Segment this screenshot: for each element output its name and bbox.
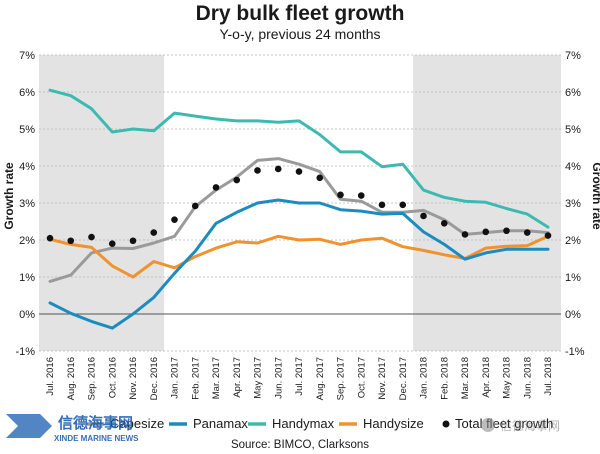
total-fleet-growth-point [337, 191, 344, 199]
legend: Capesize Panamax Handymax Handysize Total fl… [86, 416, 553, 431]
x-tick-label: Mar. 2018 [460, 357, 471, 399]
x-tick-label: Jun. 2017 [273, 357, 284, 399]
x-tick-label: Apr. 2017 [232, 357, 243, 398]
y-tick-label-right: 3% [565, 198, 581, 210]
wechat-icon [481, 418, 495, 432]
total-fleet-growth-point [108, 240, 116, 247]
x-tick-label: Sep. 2016 [87, 357, 98, 400]
total-fleet-growth-point [316, 174, 324, 182]
logo-chinese-text: 信德海事网 [58, 414, 133, 432]
series-line-panamax [48, 198, 550, 330]
y-tick-label-left: 7% [19, 50, 35, 62]
total-fleet-growth-point [46, 234, 54, 242]
legend-marker-dot [442, 420, 450, 428]
total-fleet-growth-point [233, 176, 241, 184]
y-tick-label-right: 4% [565, 161, 581, 173]
y-axis-label-right: Growth rate [590, 162, 600, 230]
x-tick-label: Sep. 2017 [336, 357, 347, 400]
x-tick-label: Dec. 2017 [398, 357, 409, 400]
total-fleet-growth-point [482, 228, 490, 236]
total-fleet-growth-point [461, 231, 469, 238]
x-tick-label: Apr. 2018 [481, 357, 492, 398]
total-fleet-growth-point [357, 192, 365, 199]
legend-label: Capesize [110, 416, 164, 431]
logo-english-text: XINDE MARINE NEWS [54, 434, 139, 443]
total-fleet-growth-point [420, 212, 427, 220]
total-fleet-growth-point [295, 168, 303, 175]
x-tick-label: Mar. 2017 [211, 357, 222, 399]
logo-mark-icon [6, 414, 52, 438]
y-tick-label-right: 7% [565, 50, 581, 62]
x-tick-label: Aug. 2017 [315, 357, 326, 400]
y-tick-label-left: 2% [19, 235, 35, 247]
legend-label: Handymax [272, 416, 335, 431]
chart-title: Dry bulk fleet growth [196, 2, 405, 25]
total-fleet-growth-point [150, 229, 158, 236]
x-tick-label: Aug. 2016 [66, 357, 77, 400]
series-line-handymax [48, 88, 550, 229]
total-fleet-growth-point [67, 237, 75, 245]
y-tick-label-right: 2% [565, 235, 581, 247]
x-tick-label: May 2018 [502, 357, 513, 399]
x-tick-label: Dec. 2016 [149, 357, 160, 400]
y-tick-label-left: 3% [19, 198, 35, 210]
y-tick-label-left: 0% [19, 309, 35, 321]
y-tick-label-right: 5% [565, 124, 581, 136]
total-fleet-growth-point [129, 237, 137, 245]
total-fleet-growth-point [503, 227, 510, 235]
y-axis-label-left: Growth rate [2, 162, 16, 230]
y-tick-label-right: -1% [565, 346, 585, 358]
x-tick-label: Jul. 2018 [543, 357, 554, 396]
legend-label: Handysize [363, 416, 424, 431]
source-note: Source: BIMCO, Clarksons [231, 439, 369, 451]
y-tick-label-right: 0% [565, 309, 581, 321]
y-tick-label-right: 6% [565, 87, 581, 99]
total-fleet-growth-point [212, 184, 220, 191]
x-tick-label: Jul. 2016 [45, 357, 56, 396]
wechat-account-text: 信德海事网 [500, 418, 560, 433]
y-axis-ticks: -1% -1% 0% 0% 1% 1% 2% 2% 3% 3% 4% 4% 5% 5% 6% 6% 7% 7% [15, 50, 584, 358]
legend-label: Panamax [193, 416, 248, 431]
x-axis-ticks: Jul. 2016 Aug. 2016 Sep. 2016 Oct. 2016 Nov.… [45, 357, 554, 400]
y-tick-label-left: -1% [15, 346, 35, 358]
total-fleet-growth-point [378, 201, 386, 209]
total-fleet-growth-point [88, 233, 95, 241]
x-tick-label: May 2017 [253, 357, 264, 399]
y-tick-label-left: 6% [19, 87, 35, 99]
total-fleet-growth-point [399, 201, 407, 209]
y-tick-label-left: 1% [19, 272, 35, 284]
x-tick-label: Jun. 2018 [522, 357, 533, 399]
x-tick-label: Jul. 2017 [294, 357, 305, 396]
total-fleet-growth-point [523, 229, 531, 236]
y-tick-label-left: 4% [19, 161, 35, 173]
total-fleet-growth-point [191, 202, 199, 210]
series-lines [48, 88, 550, 330]
y-tick-label-right: 1% [565, 272, 581, 284]
wechat-watermark: 信德海事网 [481, 418, 560, 433]
total-fleet-growth-point [254, 167, 261, 174]
x-tick-label: Feb. 2018 [439, 357, 450, 400]
total-fleet-growth-point [274, 165, 282, 173]
xinde-logo-watermark: 信德海事网 XINDE MARINE NEWS [6, 414, 139, 443]
chart-subtitle: Y-o-y, previous 24 months [219, 26, 380, 42]
x-tick-label: Jan. 2018 [419, 357, 430, 399]
total-fleet-growth-point [440, 220, 448, 227]
x-tick-label: Oct. 2017 [356, 357, 367, 398]
x-tick-label: Oct. 2016 [107, 357, 118, 398]
x-tick-label: Feb. 2017 [190, 357, 201, 400]
y-tick-label-left: 5% [19, 124, 35, 136]
total-fleet-growth-point [544, 232, 552, 239]
legend-label: Total fleet growth [455, 416, 553, 431]
x-tick-label: Jan. 2017 [170, 357, 181, 399]
x-tick-label: Nov. 2017 [377, 357, 388, 400]
x-tick-label: Nov. 2016 [128, 357, 139, 400]
series-dots [46, 165, 552, 247]
total-fleet-growth-point [171, 216, 178, 223]
